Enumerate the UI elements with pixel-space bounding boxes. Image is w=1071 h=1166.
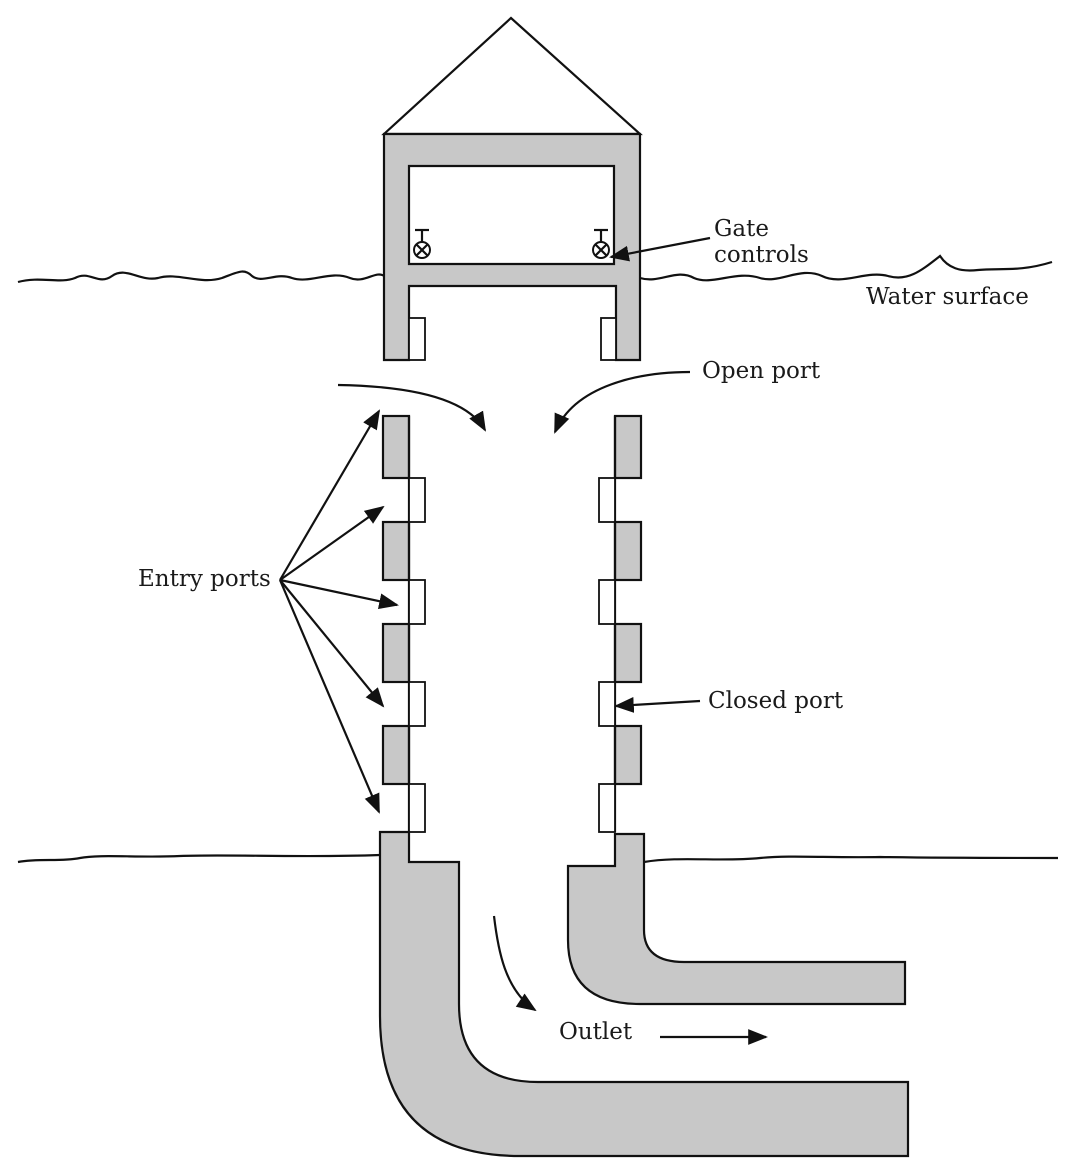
outlet-pipe-inner xyxy=(566,832,907,1006)
water-surface-line xyxy=(17,270,385,284)
closed-port-leader xyxy=(614,697,701,713)
gate-controls-leader xyxy=(609,236,711,262)
entry-ports-label: Entry ports xyxy=(138,566,271,592)
tower-wall-left xyxy=(381,414,411,832)
tower-roof xyxy=(381,16,643,136)
flow-arrow-left xyxy=(337,383,486,432)
outlet-pipe-outer xyxy=(378,830,910,1158)
gate-valve-icon xyxy=(592,228,610,259)
closed-port-label: Closed port xyxy=(708,688,844,714)
entry-port-gates-right xyxy=(598,477,616,833)
flow-arrow-right xyxy=(553,370,691,434)
open-port-label: Open port xyxy=(702,358,821,384)
gate-controls-label-line1: Gate xyxy=(714,216,769,242)
tower-wall-right xyxy=(613,414,643,832)
gate-slot-left xyxy=(408,317,426,361)
water-surface-line-right xyxy=(639,254,1053,282)
ground-line-right xyxy=(643,855,1059,864)
gatehouse-structure xyxy=(382,132,642,362)
entry-ports-leaders xyxy=(278,409,399,814)
gate-controls-label-line2: controls xyxy=(714,242,809,268)
outlet-label: Outlet xyxy=(559,1019,633,1045)
entry-port-gates-left xyxy=(408,477,426,833)
water-surface-label: Water surface xyxy=(866,284,1029,310)
ground-line xyxy=(17,853,381,864)
gate-valve-icon xyxy=(413,228,431,259)
gate-slot-right xyxy=(600,317,617,361)
flow-arrow-down xyxy=(492,915,537,1012)
